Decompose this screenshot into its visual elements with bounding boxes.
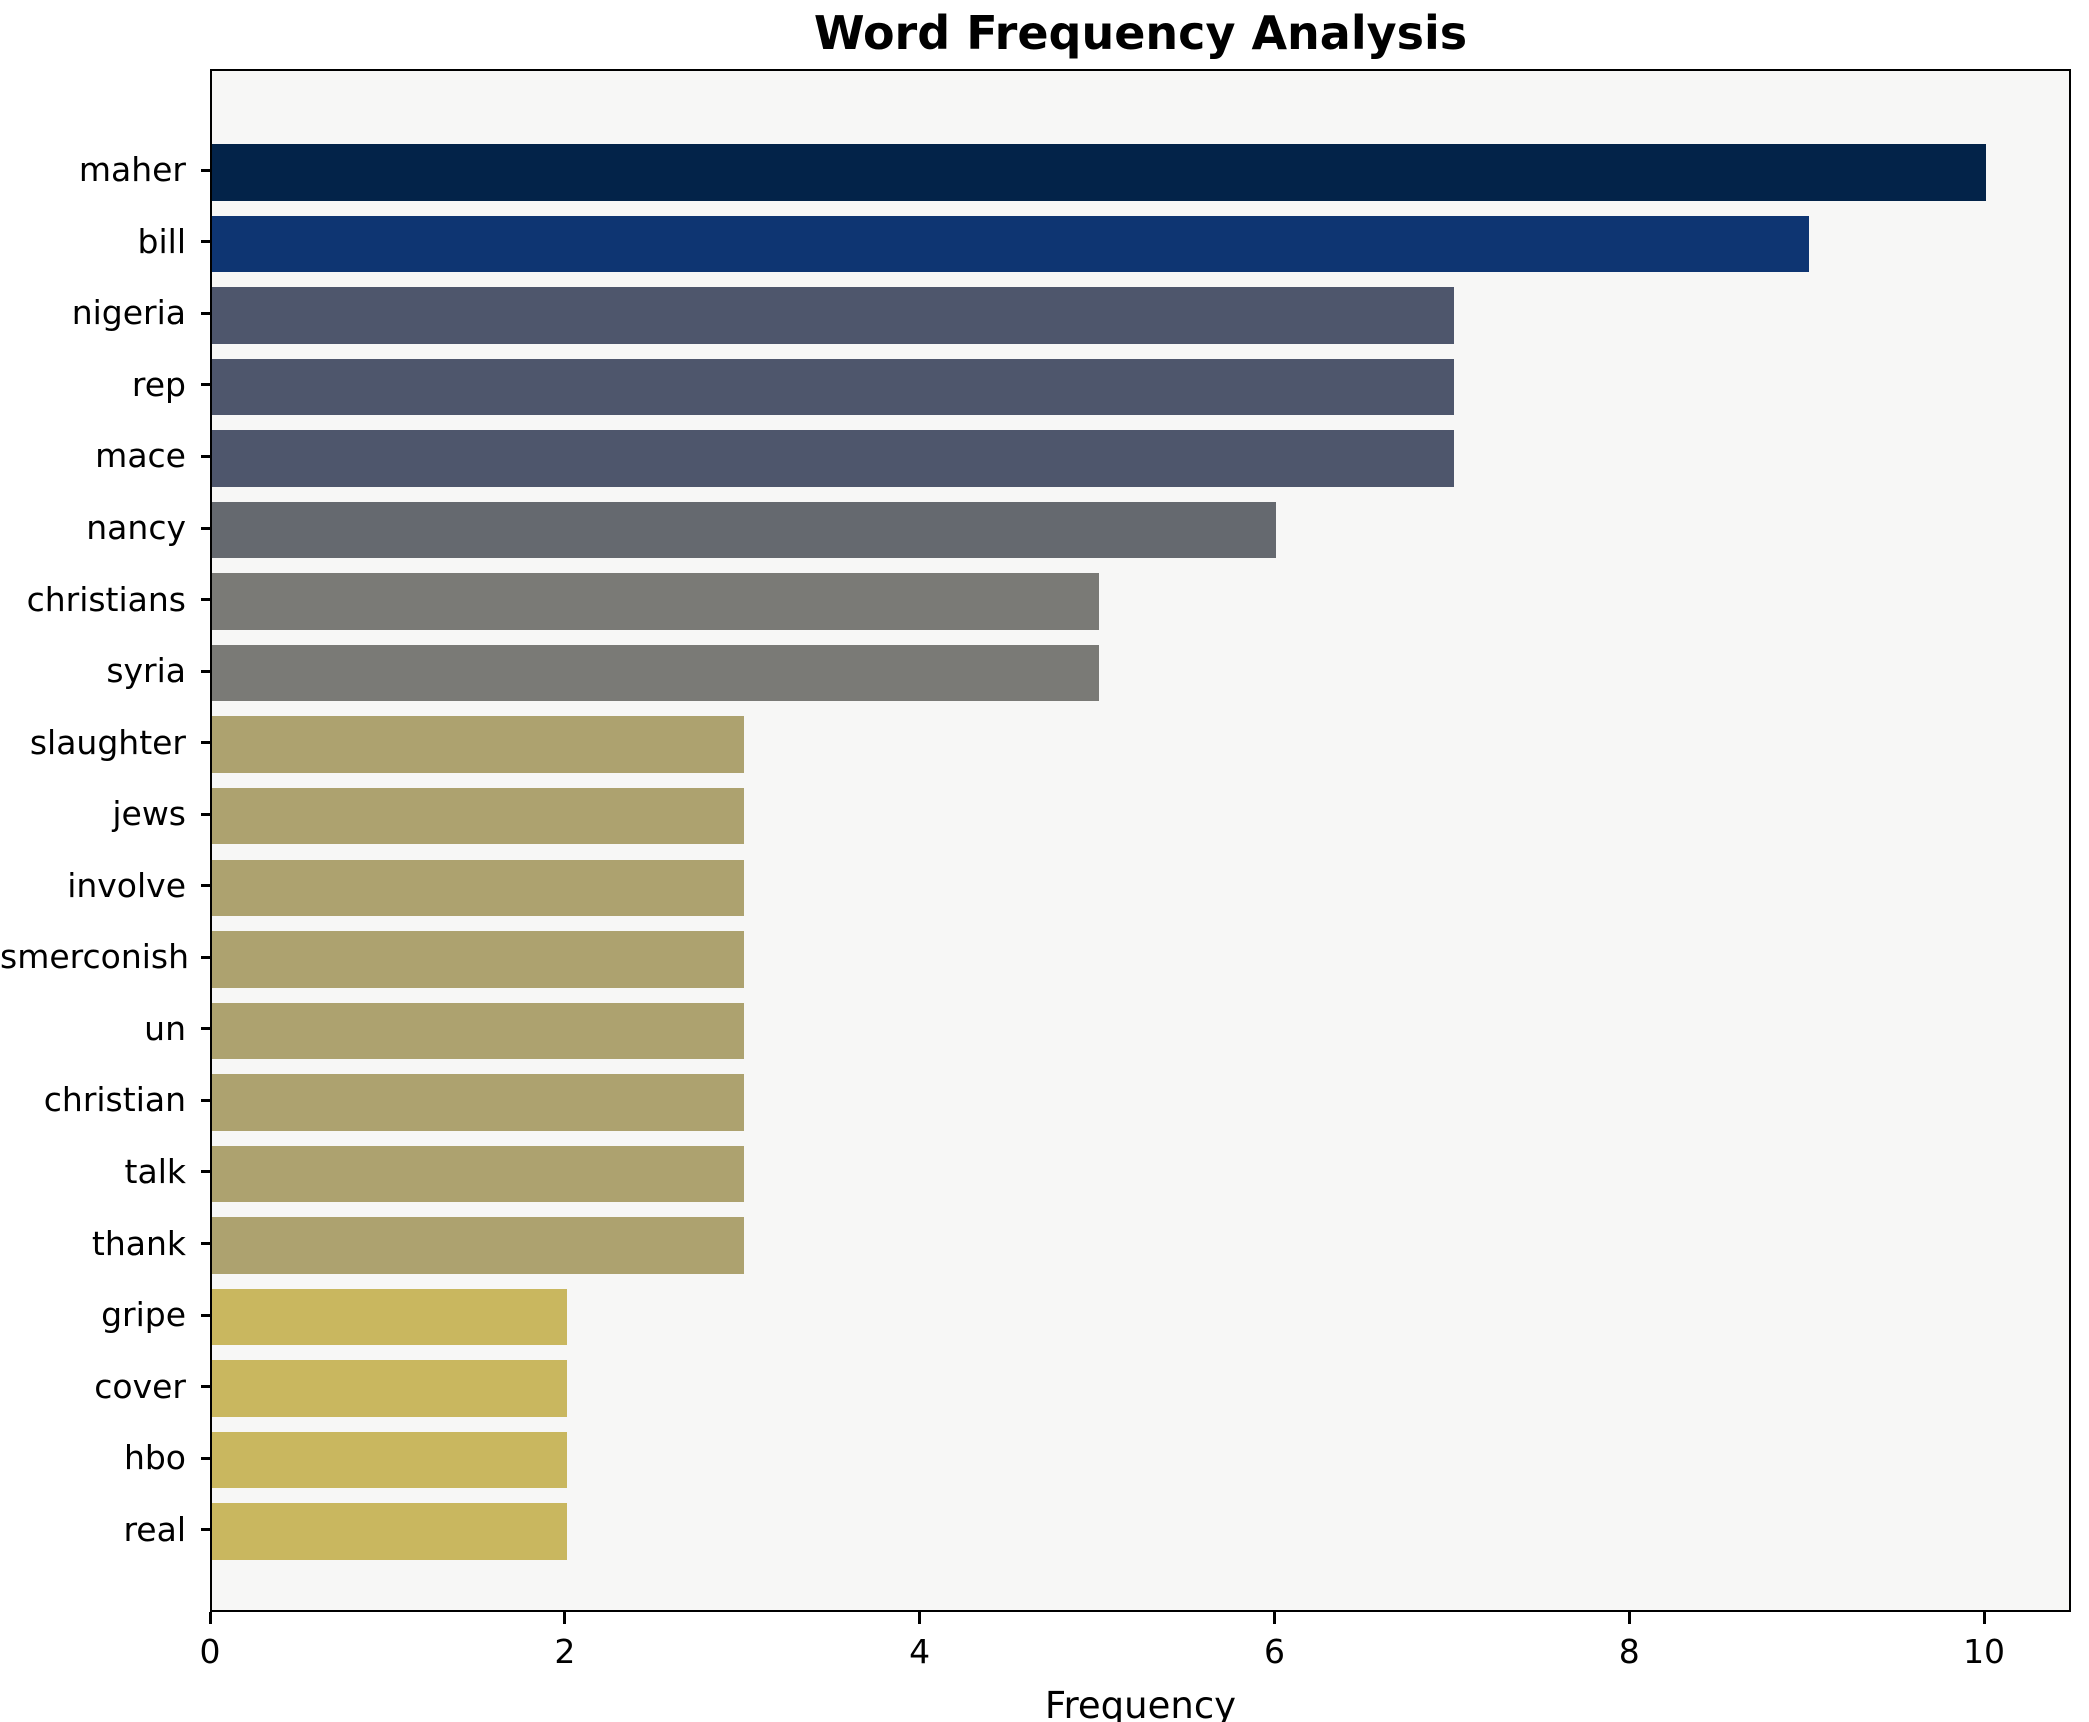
bar-involve xyxy=(212,859,745,916)
ytick-mark xyxy=(201,383,210,387)
bar-cover xyxy=(212,1360,567,1417)
ytick-mark xyxy=(201,741,210,745)
ytick-label-maher: maher xyxy=(78,150,186,190)
ytick-mark xyxy=(201,884,210,888)
ytick-mark xyxy=(201,168,210,172)
bar-maher xyxy=(212,144,1987,201)
ytick-label-smerconish: smerconish xyxy=(0,937,190,977)
bar-un xyxy=(212,1002,745,1060)
bar-thank xyxy=(212,1217,745,1274)
plot-area xyxy=(210,69,2071,1612)
ytick-mark xyxy=(201,1242,210,1245)
bar-bill xyxy=(212,215,1809,273)
bar-real xyxy=(212,1503,567,1560)
ytick-label-gripe: gripe xyxy=(101,1295,186,1335)
ytick-label-nancy: nancy xyxy=(86,508,186,547)
ytick-label-syria: syria xyxy=(106,651,186,691)
ytick-mark xyxy=(201,598,210,602)
ytick-label-christians: christians xyxy=(26,579,186,619)
x-axis-label: Frequency xyxy=(1044,1684,1237,1722)
ytick-mark xyxy=(201,454,210,458)
xtick-mark xyxy=(1627,1612,1631,1624)
xtick-mark xyxy=(208,1612,212,1624)
bar-slaughter xyxy=(212,716,745,773)
ytick-mark xyxy=(201,311,210,315)
xtick-label-4: 4 xyxy=(909,1632,931,1671)
ytick-mark xyxy=(201,1027,210,1031)
ytick-mark xyxy=(201,1098,210,1102)
ytick-mark xyxy=(201,240,210,244)
ytick-mark xyxy=(201,1528,210,1532)
bar-rep xyxy=(212,358,1454,416)
bar-gripe xyxy=(212,1288,567,1346)
bar-christian xyxy=(212,1074,745,1131)
ytick-label-jews: jews xyxy=(112,794,186,834)
bar-syria xyxy=(212,644,1100,702)
ytick-label-christian: christian xyxy=(43,1080,186,1120)
ytick-label-nigeria: nigeria xyxy=(71,293,186,333)
ytick-label-rep: rep xyxy=(131,364,186,404)
ytick-mark xyxy=(201,812,210,816)
ytick-label-un: un xyxy=(144,1008,186,1048)
xtick-label-2: 2 xyxy=(554,1632,576,1671)
xtick-label-10: 10 xyxy=(1963,1632,2006,1671)
xtick-mark xyxy=(563,1612,567,1624)
ytick-mark xyxy=(201,1313,210,1317)
xtick-mark xyxy=(918,1612,922,1624)
ytick-mark xyxy=(201,1170,210,1174)
ytick-mark xyxy=(201,669,210,673)
ytick-mark xyxy=(201,1385,210,1389)
bar-talk xyxy=(212,1145,745,1203)
ytick-label-real: real xyxy=(123,1509,186,1549)
xtick-mark xyxy=(1982,1612,1986,1624)
bar-mace xyxy=(212,430,1454,487)
bar-smerconish xyxy=(212,931,745,988)
bar-nancy xyxy=(212,501,1277,559)
ytick-mark xyxy=(201,1456,210,1460)
ytick-label-thank: thank xyxy=(91,1223,186,1263)
ytick-label-hbo: hbo xyxy=(123,1438,186,1478)
bar-jews xyxy=(212,787,745,845)
ytick-label-cover: cover xyxy=(94,1366,186,1406)
xtick-label-6: 6 xyxy=(1263,1632,1285,1671)
ytick-label-talk: talk xyxy=(124,1151,186,1191)
ytick-mark xyxy=(201,955,210,959)
xtick-label-8: 8 xyxy=(1618,1632,1640,1671)
bar-nigeria xyxy=(212,287,1454,344)
xtick-mark xyxy=(1272,1612,1276,1624)
ytick-label-mace: mace xyxy=(95,436,186,476)
ytick-label-bill: bill xyxy=(137,221,186,261)
bar-hbo xyxy=(212,1431,567,1489)
ytick-label-slaughter: slaughter xyxy=(29,722,186,762)
bar-christians xyxy=(212,573,1100,630)
ytick-label-involve: involve xyxy=(67,865,186,905)
chart-title: Word Frequency Analysis xyxy=(813,6,1468,60)
xtick-label-0: 0 xyxy=(199,1632,221,1671)
ytick-mark xyxy=(201,526,210,530)
